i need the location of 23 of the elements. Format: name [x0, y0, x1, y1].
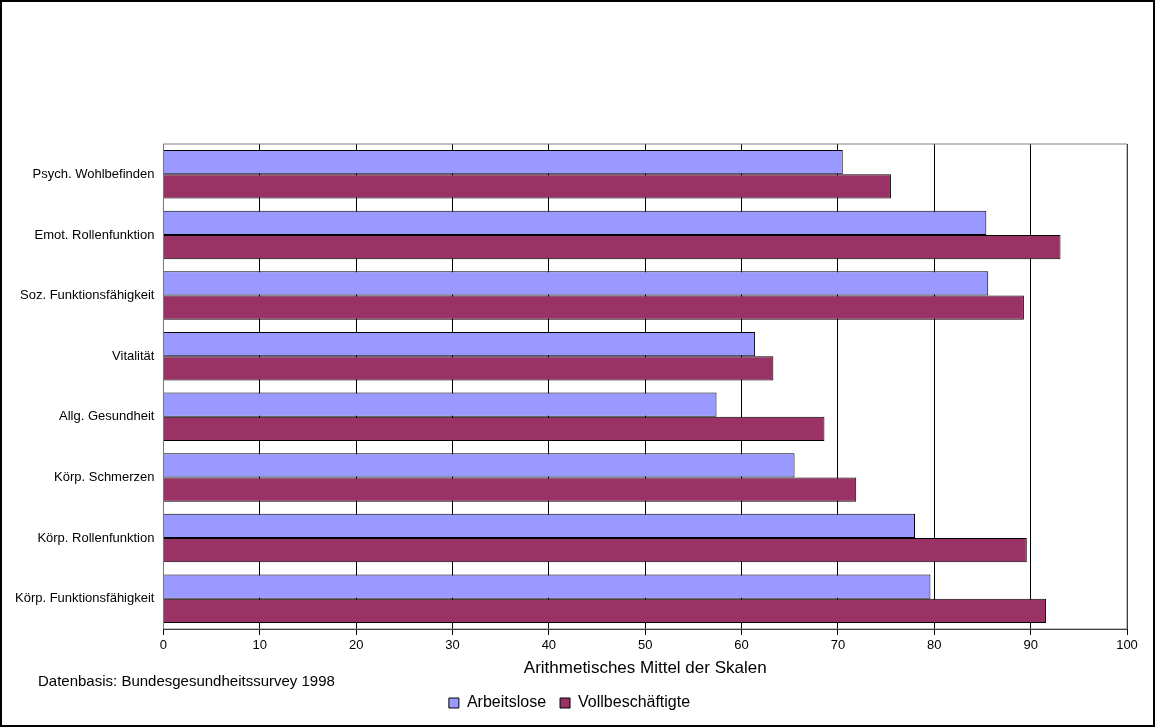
x-tick-label: 20	[348, 637, 364, 653]
y-tick-label: Emot. Rollenfunktion	[34, 226, 155, 242]
y-tick-label: Psych. Wohlbefinden	[32, 165, 155, 181]
y-tick-label: Körp. Funktionsfähigkeit	[15, 590, 155, 606]
text: Datenbasis: Bundesgesundheitssurvey 1998	[38, 672, 335, 689]
x-tick-label: 90	[1023, 637, 1038, 653]
legend-label: Vollbeschäftigte	[578, 693, 691, 711]
y-tick-label: Körp. Schmerzen	[54, 469, 155, 485]
x-tick-label: 80	[927, 637, 942, 653]
x-tick-label: 40	[541, 637, 557, 653]
y-tick-label: Körp. Rollenfunktion	[37, 529, 155, 545]
x-tick-label: 50	[638, 637, 653, 653]
x-tick-label: 60	[734, 637, 749, 653]
x-tick-label: 0	[159, 637, 168, 653]
x-tick-label: 10	[252, 637, 268, 653]
y-tick-label: Vitalität	[112, 347, 155, 363]
x-tick-label: 30	[445, 637, 460, 653]
x-axis-title: Arithmetisches Mittel der Skalen	[523, 658, 767, 678]
legend-label: Arbeitslose	[466, 693, 547, 711]
y-tick-label: Soz. Funktionsfähigkeit	[20, 287, 155, 303]
x-tick-label: 70	[830, 637, 846, 653]
x-tick-label: 100	[1116, 637, 1138, 653]
y-tick-label: Allg. Gesundheit	[59, 408, 155, 424]
